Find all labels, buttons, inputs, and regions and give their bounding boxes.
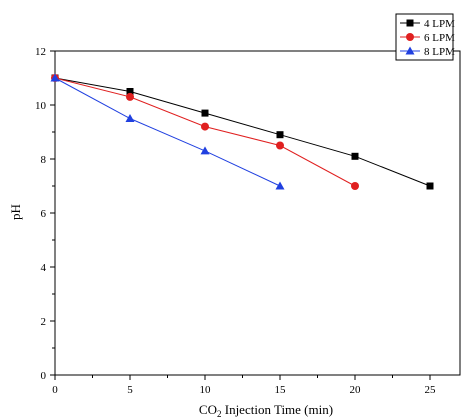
- x-axis-title-rest: Injection Time (min): [221, 402, 333, 417]
- legend-label: 6 LPM: [424, 32, 455, 44]
- x-axis-title: CO2 Injection Time (min): [199, 402, 333, 419]
- data-point: [126, 88, 134, 95]
- x-tick-label: 25: [425, 384, 437, 396]
- x-axis-title-subscript: 2: [217, 409, 222, 419]
- series-line: [54, 77, 281, 187]
- legend-marker: [406, 19, 414, 27]
- plot-frame: [54, 50, 461, 376]
- legend: 4 LPM 6 LPM 8 LPM: [395, 13, 455, 61]
- y-axis-title: pH: [8, 204, 23, 220]
- data-point: [351, 152, 359, 160]
- series-circle: [51, 74, 359, 190]
- legend-marker: [405, 46, 415, 55]
- data-point: [275, 181, 285, 190]
- y-tick-label: 0: [41, 370, 47, 382]
- legend-label: 4 LPM: [424, 18, 455, 30]
- y-tick-label: 6: [41, 208, 47, 220]
- legend-entry: 6 LPM: [400, 32, 455, 44]
- legend-label: 8 LPM: [424, 46, 455, 58]
- data-point: [125, 114, 135, 122]
- series-line: [54, 77, 356, 187]
- y-axis: 0 2 4 6 8 10 12: [35, 46, 55, 382]
- data-point: [126, 92, 134, 101]
- legend-marker: [406, 33, 414, 41]
- x-tick-label: 20: [350, 384, 362, 396]
- y-tick-label: 10: [35, 100, 47, 112]
- x-tick-label: 15: [275, 384, 287, 396]
- data-point: [276, 131, 284, 139]
- data-point: [200, 146, 210, 155]
- x-tick-label: 0: [52, 384, 58, 396]
- data-point: [426, 182, 434, 190]
- plot-border: [54, 50, 461, 376]
- series-line: [54, 77, 431, 187]
- data-point: [276, 141, 284, 150]
- x-axis-title-co: CO: [199, 402, 217, 417]
- legend-entry: 4 LPM: [400, 18, 455, 30]
- y-tick-label: 8: [41, 154, 47, 166]
- data-point: [351, 182, 359, 190]
- x-tick-label: 10: [200, 384, 212, 396]
- x-tick-label: 5: [127, 384, 133, 396]
- series-triangle: [50, 73, 285, 190]
- series-layer: [50, 73, 434, 190]
- y-tick-label: 2: [41, 316, 47, 328]
- data-point: [201, 122, 209, 131]
- y-tick-label: 12: [35, 46, 46, 58]
- legend-entry: 8 LPM: [400, 46, 455, 58]
- data-point: [201, 109, 209, 117]
- y-tick-label: 4: [41, 262, 47, 274]
- x-axis: 0 5 10 15 20 25: [52, 375, 436, 396]
- data-point: [50, 73, 60, 82]
